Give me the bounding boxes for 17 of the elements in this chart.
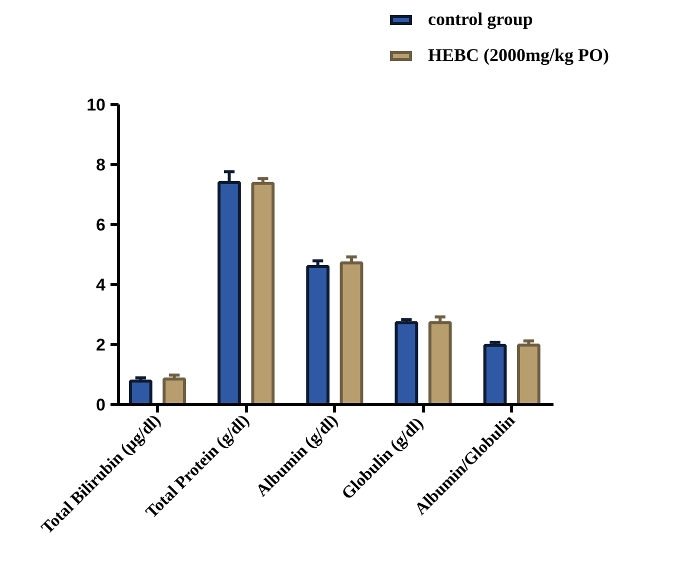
- y-tick-label: 0: [96, 396, 106, 414]
- bar: [306, 265, 330, 404]
- y-tick-label: 2: [96, 336, 106, 354]
- bar: [483, 344, 507, 404]
- y-tick-label: 8: [96, 156, 106, 174]
- y-tick-label: 10: [86, 96, 106, 114]
- y-tick-label: 4: [96, 276, 106, 294]
- bar: [251, 182, 275, 404]
- bar: [128, 380, 152, 404]
- bar: [394, 321, 418, 404]
- bar: [340, 261, 364, 404]
- y-tick-label: 6: [96, 216, 106, 234]
- bar: [428, 321, 452, 404]
- bar: [162, 378, 186, 404]
- legend-label: HEBC (2000mg/kg PO): [428, 44, 610, 68]
- bar: [517, 344, 540, 404]
- legend-label: control group: [428, 8, 533, 32]
